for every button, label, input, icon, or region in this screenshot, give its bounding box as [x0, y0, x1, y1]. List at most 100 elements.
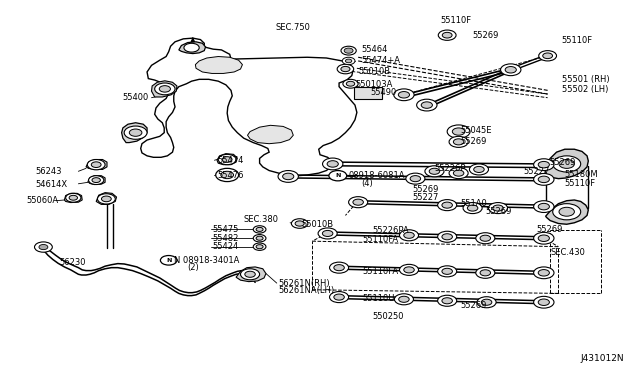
Text: 56230: 56230 [60, 258, 86, 267]
Circle shape [538, 235, 549, 241]
Circle shape [342, 57, 355, 65]
FancyBboxPatch shape [354, 87, 381, 99]
Polygon shape [248, 125, 293, 144]
Polygon shape [152, 81, 177, 97]
Circle shape [438, 295, 457, 306]
Text: 550103A: 550103A [355, 80, 392, 89]
Circle shape [534, 296, 554, 308]
Circle shape [97, 194, 115, 204]
Circle shape [344, 48, 353, 53]
Circle shape [399, 296, 409, 302]
Circle shape [534, 173, 554, 185]
Circle shape [453, 139, 464, 145]
Text: 55045E: 55045E [460, 126, 492, 135]
Circle shape [493, 205, 503, 211]
Text: 55180M: 55180M [564, 170, 598, 179]
Text: N: N [335, 173, 340, 178]
Polygon shape [546, 200, 588, 224]
Circle shape [553, 156, 580, 172]
Circle shape [463, 202, 482, 214]
Circle shape [543, 53, 552, 59]
Circle shape [534, 232, 554, 244]
Polygon shape [545, 149, 588, 179]
Text: 08918-6081A: 08918-6081A [349, 171, 405, 180]
Circle shape [538, 270, 549, 276]
Circle shape [102, 196, 111, 202]
Polygon shape [96, 193, 116, 204]
Text: 54614X: 54614X [35, 180, 67, 189]
Text: 55269: 55269 [460, 137, 486, 145]
Text: 55269: 55269 [472, 31, 499, 40]
Circle shape [218, 154, 236, 165]
Circle shape [438, 200, 457, 211]
Circle shape [534, 267, 554, 279]
Circle shape [346, 81, 355, 86]
Circle shape [553, 203, 580, 220]
Circle shape [159, 86, 170, 92]
Circle shape [425, 166, 444, 177]
Text: 55502 (LH): 55502 (LH) [562, 85, 608, 94]
Text: 55476: 55476 [217, 171, 243, 180]
Circle shape [449, 137, 468, 147]
Circle shape [256, 227, 263, 231]
Circle shape [341, 66, 350, 72]
Text: 55269: 55269 [460, 301, 486, 310]
Text: 55227: 55227 [412, 193, 438, 202]
Circle shape [92, 178, 100, 183]
Circle shape [442, 268, 452, 275]
Text: 55269: 55269 [412, 185, 438, 194]
Text: J431012N: J431012N [580, 354, 624, 363]
Circle shape [421, 102, 433, 108]
Text: 56243: 56243 [35, 167, 61, 176]
Text: 55475: 55475 [212, 225, 238, 234]
Circle shape [346, 59, 352, 63]
Polygon shape [86, 160, 107, 170]
Circle shape [534, 159, 554, 170]
Circle shape [534, 201, 554, 212]
Text: 55400: 55400 [122, 93, 148, 102]
Circle shape [469, 164, 488, 175]
Circle shape [92, 162, 101, 167]
Circle shape [330, 262, 349, 273]
Circle shape [327, 161, 339, 167]
Circle shape [323, 230, 333, 237]
Circle shape [480, 235, 491, 241]
Circle shape [184, 43, 199, 52]
Text: (2): (2) [188, 263, 200, 272]
Text: N: N [166, 258, 172, 263]
Circle shape [241, 269, 260, 280]
Circle shape [559, 207, 574, 216]
Text: 55474: 55474 [217, 157, 243, 166]
Circle shape [452, 128, 465, 135]
Text: 55482: 55482 [212, 234, 238, 243]
Circle shape [337, 64, 354, 74]
Text: SEC.750: SEC.750 [275, 23, 310, 32]
Circle shape [474, 166, 484, 173]
Circle shape [476, 233, 495, 244]
Text: 55424: 55424 [212, 242, 238, 251]
Circle shape [323, 158, 343, 170]
Text: 55010B: 55010B [358, 67, 390, 77]
Circle shape [283, 173, 294, 180]
Circle shape [253, 235, 266, 242]
Polygon shape [236, 267, 266, 282]
Circle shape [442, 202, 452, 208]
Circle shape [291, 219, 308, 228]
Circle shape [253, 226, 266, 233]
Text: 55110F: 55110F [564, 179, 596, 187]
Circle shape [124, 126, 147, 139]
Text: 55269: 55269 [536, 225, 563, 234]
Circle shape [481, 299, 492, 305]
Circle shape [442, 234, 452, 240]
Circle shape [398, 92, 410, 98]
Circle shape [559, 160, 574, 169]
Polygon shape [88, 176, 105, 185]
Circle shape [295, 221, 304, 226]
Circle shape [438, 266, 457, 277]
Polygon shape [195, 57, 243, 73]
Circle shape [467, 205, 478, 211]
Circle shape [404, 232, 414, 238]
Circle shape [330, 292, 349, 302]
Circle shape [256, 236, 263, 240]
Circle shape [155, 83, 175, 95]
